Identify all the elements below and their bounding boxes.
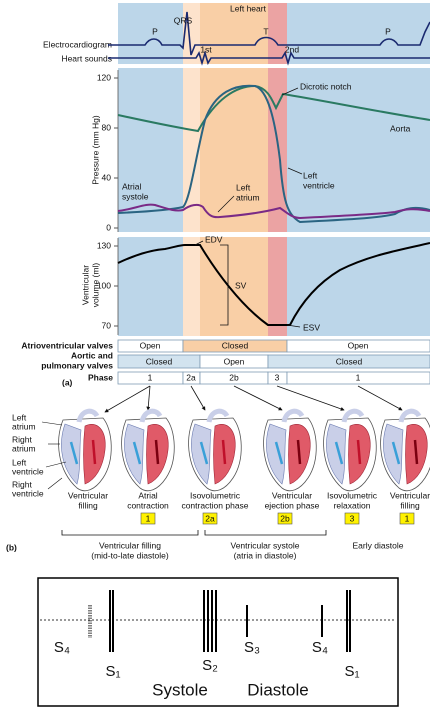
heart [189, 411, 242, 491]
heart [59, 411, 112, 491]
heart-part-label: atrium [12, 443, 36, 453]
ecg-wave-label: P [385, 26, 391, 36]
table-cell: 1 [148, 372, 153, 382]
heart [381, 411, 430, 491]
phase-label: 3 [350, 513, 355, 523]
heart [324, 411, 377, 491]
volume-axis-label: volume (ml) [90, 263, 100, 308]
right-heart [266, 424, 286, 484]
table-cell: Closed [336, 356, 363, 366]
heart-part-label: ventricle [12, 488, 44, 498]
caption: Ventricular [390, 490, 430, 500]
heart [264, 411, 317, 491]
panel-label: (a) [62, 377, 73, 387]
period-label: Systole [152, 680, 208, 699]
curve-label: ventricle [303, 180, 335, 190]
caption: filling [78, 500, 98, 510]
caption: relaxation [334, 500, 371, 510]
panel-label: (b) [6, 542, 17, 552]
volume-label: ESV [303, 322, 320, 332]
row-label: pulmonary valves [41, 360, 113, 370]
row-label: Atrioventricular valves [21, 340, 113, 350]
curve-label: Left [303, 170, 318, 180]
sound-label: S₁ [344, 663, 359, 680]
heart [122, 411, 175, 491]
curve-label: Atrial [122, 181, 141, 191]
group-label: Ventricular systole [231, 540, 300, 550]
caption: Atrial [138, 490, 157, 500]
caption: Ventricular [272, 490, 312, 500]
phase-label: 2a [205, 513, 215, 523]
heart-part-label: ventricle [12, 466, 44, 476]
ecg-wave-label: T [263, 26, 268, 36]
captions: VentricularfillingAtrialcontractionIsovo… [68, 490, 430, 524]
heart-illustrations [59, 411, 430, 491]
caption: Isovolumetric [190, 490, 241, 500]
right-heart [191, 424, 211, 484]
sound-label: S₄ [312, 639, 328, 656]
caption: filling [400, 500, 420, 510]
cardiac-cycle-diagram: Left heart Electrocardiogram Heart sound… [0, 0, 430, 710]
sounds-label: Heart sounds [61, 53, 112, 63]
group-label: (mid-to-late diastole) [91, 550, 169, 560]
caption: contraction [127, 500, 169, 510]
caption: Ventricular [68, 490, 108, 500]
table-cell: 1 [356, 372, 361, 382]
phase-label: 1 [146, 513, 151, 523]
phase-label: 1 [405, 513, 410, 523]
sound-box [38, 578, 398, 706]
ecg-label: Electrocardiogram [43, 39, 112, 49]
sound-label: 1st [200, 44, 212, 54]
sound-label: S₄ [54, 639, 70, 656]
y-tick-label: 70 [102, 320, 112, 330]
sound-label: S₁ [105, 663, 120, 680]
right-heart [61, 424, 81, 484]
sound-label: S₃ [244, 639, 260, 656]
caption: contraction phase [181, 500, 248, 510]
heart-part-label: atrium [12, 421, 36, 431]
caption: ejection phase [265, 500, 320, 510]
period-label: Diastole [247, 680, 308, 699]
curve-label: Dicrotic notch [300, 81, 352, 91]
caption: Isovolumetric [327, 490, 378, 500]
row-label: Phase [88, 372, 113, 382]
group-label: Early diastole [352, 540, 403, 550]
ecg-wave-label: QRS [174, 15, 193, 25]
curve-label: systole [122, 191, 149, 201]
group-label: Ventricular filling [99, 540, 161, 550]
pressure-axis-label: Pressure (mm Hg) [90, 115, 100, 185]
table-cell: 3 [275, 372, 280, 382]
ecg-wave-label: P [152, 26, 158, 36]
volume-label: SV [235, 280, 247, 290]
curve-label: Aorta [390, 123, 411, 133]
phase-label: 2b [280, 513, 290, 523]
right-heart [124, 424, 144, 484]
sound-label: S₂ [202, 657, 218, 674]
table-cell: 2a [186, 372, 196, 382]
table-cell: Open [224, 356, 245, 366]
phase-bands [118, 3, 430, 336]
right-heart [326, 424, 346, 484]
table-cell: Closed [146, 356, 173, 366]
table-cell: Open [348, 340, 369, 350]
curve-label: atrium [236, 192, 260, 202]
table-cell: 2b [229, 372, 239, 382]
y-tick-label: 80 [102, 122, 112, 132]
header-title: Left heart [230, 3, 267, 13]
y-tick-label: 130 [97, 240, 111, 250]
curve-label: Left [236, 182, 251, 192]
table-cell: Closed [222, 340, 249, 350]
phase-arrows [105, 386, 402, 412]
table-cell: Open [140, 340, 161, 350]
sound-label: 2nd [285, 44, 299, 54]
group-label: (atria in diastole) [234, 550, 297, 560]
y-tick-label: 120 [97, 72, 111, 82]
y-tick-label: 40 [102, 172, 112, 182]
volume-label: EDV [205, 234, 223, 244]
group-brackets [62, 530, 326, 535]
right-heart [383, 424, 403, 484]
volume-axis-label: Ventricular [80, 265, 90, 305]
row-label: Aortic and [71, 350, 113, 360]
y-tick-label: 0 [106, 222, 111, 232]
